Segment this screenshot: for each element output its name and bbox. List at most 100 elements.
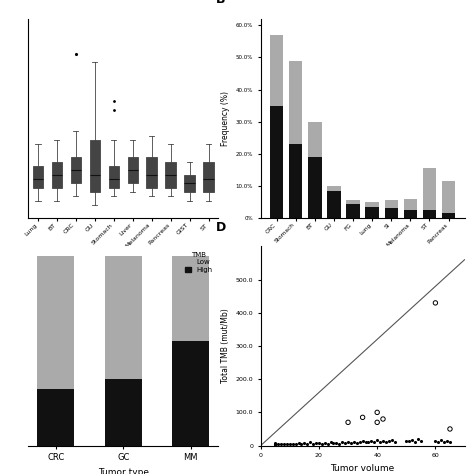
PathPatch shape: [184, 175, 195, 192]
X-axis label: Tumor type: Tumor type: [337, 253, 388, 262]
Bar: [270, 35, 283, 106]
Point: [289, 440, 297, 447]
Point: [379, 415, 387, 423]
Point: [347, 439, 355, 447]
Bar: [423, 168, 436, 210]
Point: [312, 439, 320, 447]
Point: [446, 438, 454, 446]
Point: [286, 440, 293, 447]
Point: [327, 438, 334, 446]
Bar: [423, 210, 436, 218]
PathPatch shape: [165, 162, 176, 188]
Bar: [308, 122, 321, 157]
Bar: [172, 341, 210, 446]
PathPatch shape: [109, 166, 119, 188]
Point: [411, 438, 419, 446]
Point: [432, 299, 439, 307]
Bar: [346, 204, 360, 218]
Point: [367, 437, 375, 445]
Point: [414, 435, 422, 443]
Bar: [346, 201, 360, 204]
Point: [374, 436, 381, 443]
Point: [435, 438, 442, 446]
Point: [446, 425, 454, 433]
Point: [388, 436, 395, 443]
Text: D: D: [216, 220, 226, 234]
Point: [405, 437, 413, 445]
Point: [283, 440, 291, 448]
Point: [292, 440, 300, 448]
Point: [402, 437, 410, 445]
Bar: [270, 106, 283, 218]
PathPatch shape: [146, 157, 157, 188]
Point: [438, 436, 445, 443]
Point: [353, 439, 361, 447]
PathPatch shape: [52, 162, 62, 188]
Point: [301, 439, 308, 447]
Point: [391, 438, 399, 446]
Point: [385, 437, 392, 445]
Bar: [365, 207, 379, 218]
Bar: [442, 181, 455, 213]
Point: [362, 438, 369, 446]
Point: [371, 438, 378, 446]
Point: [417, 437, 425, 445]
Bar: [105, 379, 142, 446]
X-axis label: Tumor type: Tumor type: [98, 255, 149, 264]
Point: [443, 437, 451, 445]
PathPatch shape: [203, 162, 214, 192]
Point: [303, 440, 311, 447]
Bar: [404, 210, 417, 218]
Point: [408, 436, 416, 443]
Point: [321, 439, 328, 447]
Point: [365, 438, 372, 446]
Point: [333, 439, 340, 447]
Y-axis label: Total TMB (mut/Mb): Total TMB (mut/Mb): [221, 309, 230, 383]
Point: [280, 440, 288, 447]
Point: [341, 439, 349, 447]
X-axis label: Tumor type: Tumor type: [98, 468, 149, 474]
Point: [374, 419, 381, 426]
Point: [324, 440, 331, 447]
Bar: [172, 256, 210, 341]
Point: [277, 440, 285, 447]
Point: [315, 439, 323, 447]
Point: [318, 440, 326, 447]
Bar: [105, 256, 142, 379]
Point: [379, 437, 387, 445]
Point: [295, 439, 302, 447]
Bar: [289, 61, 302, 144]
Point: [272, 439, 279, 447]
Point: [272, 441, 279, 448]
Text: B: B: [216, 0, 225, 6]
Point: [310, 440, 317, 447]
Y-axis label: Frequency (%): Frequency (%): [221, 91, 230, 146]
Bar: [384, 201, 398, 209]
Point: [344, 419, 352, 426]
Bar: [404, 199, 417, 210]
Point: [359, 437, 366, 445]
Point: [359, 413, 366, 421]
Bar: [289, 144, 302, 218]
Point: [356, 438, 364, 446]
Point: [306, 438, 314, 446]
Point: [440, 438, 448, 446]
PathPatch shape: [71, 157, 81, 183]
Point: [272, 440, 279, 447]
Point: [298, 440, 305, 447]
Bar: [365, 202, 379, 207]
Point: [382, 438, 390, 446]
Bar: [37, 256, 74, 389]
Bar: [308, 157, 321, 218]
X-axis label: Tumor volume: Tumor volume: [330, 464, 395, 473]
Point: [338, 438, 346, 446]
PathPatch shape: [128, 157, 138, 183]
Bar: [384, 209, 398, 218]
Bar: [442, 213, 455, 218]
Point: [330, 439, 337, 447]
Point: [350, 438, 358, 446]
Bar: [327, 186, 341, 191]
Point: [274, 440, 282, 448]
Point: [336, 440, 343, 447]
Point: [344, 438, 352, 446]
